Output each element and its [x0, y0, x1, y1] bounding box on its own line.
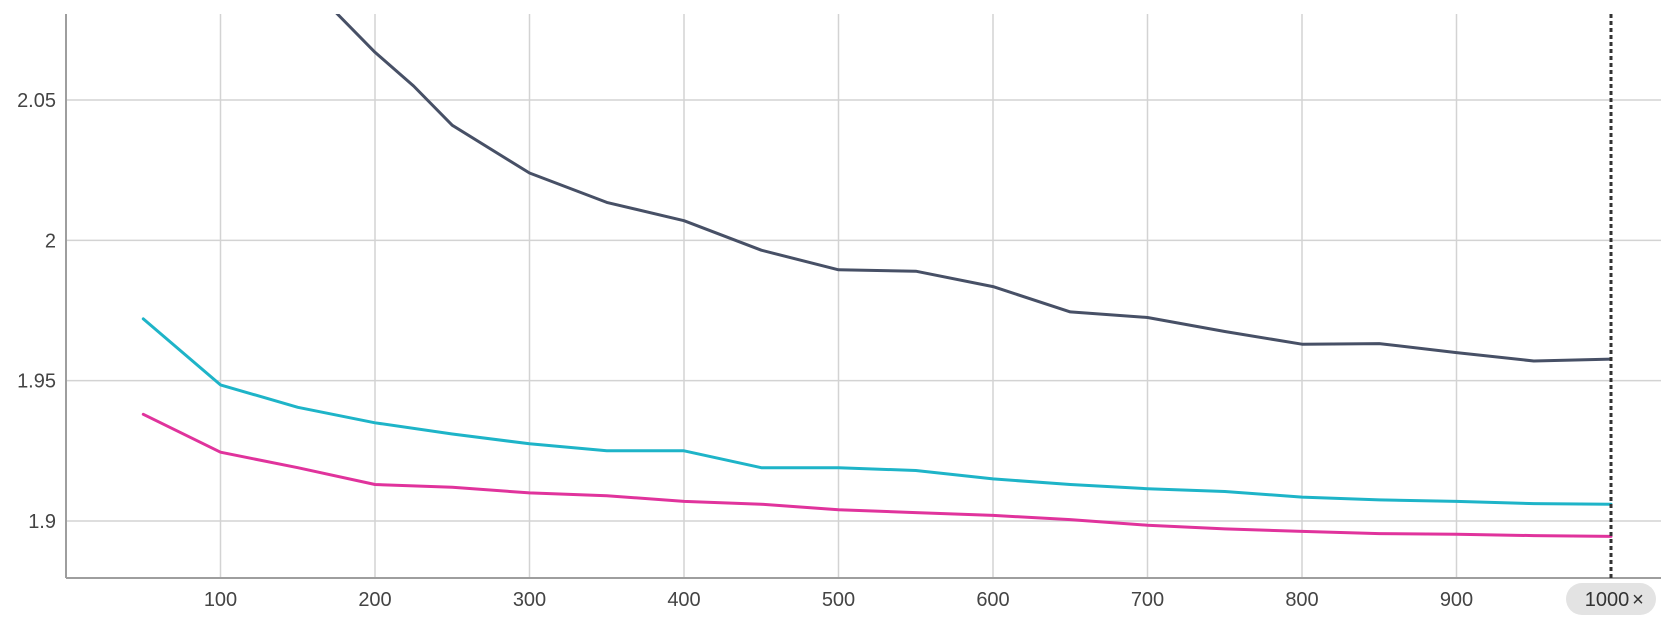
- x-tick-label: 800: [1285, 589, 1318, 611]
- x-tick-label: 500: [822, 589, 855, 611]
- gridlines: [66, 14, 1661, 578]
- axes: [65, 14, 1661, 579]
- hover-x-label: 1000: [1585, 589, 1630, 611]
- x-tick-label: 300: [513, 589, 546, 611]
- y-tick-label: 1.9: [28, 511, 56, 533]
- x-tick-label: 600: [976, 589, 1009, 611]
- x-tick-label: 100: [204, 589, 237, 611]
- x-tick-label: 200: [358, 589, 391, 611]
- close-icon[interactable]: ×: [1632, 589, 1644, 611]
- series-lines: [141, 13, 1613, 538]
- tick-labels: 100 200 300 400 500 600 700 800 900 1.9 1.95 2 2.05 1…: [17, 90, 1656, 615]
- x-tick-label: 400: [667, 589, 700, 611]
- series-line-2[interactable]: [141, 317, 1613, 506]
- hover-chip-background: [1566, 583, 1656, 615]
- x-tick-label: 700: [1131, 589, 1164, 611]
- series-line-3[interactable]: [141, 412, 1613, 538]
- y-tick-label: 2: [45, 230, 56, 252]
- x-tick-label: 900: [1440, 589, 1473, 611]
- hover-chip[interactable]: 1000 ×: [1566, 583, 1656, 615]
- series-line-1[interactable]: [335, 13, 1613, 363]
- y-tick-label: 1.95: [17, 371, 56, 393]
- y-tick-label: 2.05: [17, 90, 56, 112]
